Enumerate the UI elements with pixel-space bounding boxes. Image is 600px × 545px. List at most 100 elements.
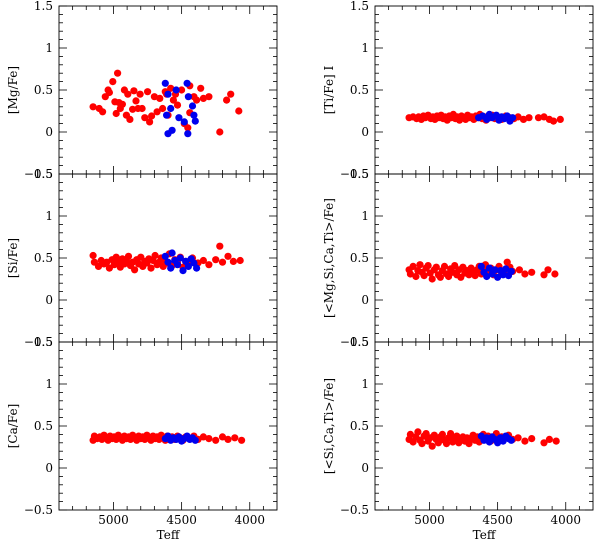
data-point-blue	[191, 117, 199, 125]
data-point-red	[406, 430, 414, 438]
data-point-red	[521, 437, 529, 445]
data-point-red	[199, 94, 207, 102]
data-point-red	[147, 264, 155, 272]
data-point-red	[105, 88, 113, 97]
panel-mg-fe: −0.5 0 0.5 1 1.5 [Mg/Fe]	[6, 0, 278, 181]
data-point-red	[199, 256, 207, 265]
data-point-red	[146, 118, 154, 126]
data-point-red	[156, 94, 164, 102]
data-point-red	[224, 435, 232, 443]
y-axis-label: [<Mg,Si,Ca,Ti>/Fe]	[322, 198, 336, 318]
data-point-blue	[164, 130, 172, 138]
data-point-blue	[161, 79, 169, 87]
y-tick-label: 0.5	[34, 83, 53, 97]
data-point-blue	[499, 271, 507, 279]
data-point-red	[428, 442, 436, 450]
y-axis-label: [<Si,Ca,Ti>/Fe]	[322, 378, 336, 474]
y-axis-label: [Ca/Fe]	[6, 404, 20, 449]
data-point-red	[144, 88, 152, 96]
data-point-red	[205, 93, 213, 101]
y-axis-label: [Ti/Fe] I	[322, 65, 336, 114]
y-tick-label: 0.5	[34, 419, 53, 433]
data-point-red	[418, 440, 426, 448]
data-point-red	[231, 434, 239, 442]
data-point-blue	[477, 262, 485, 270]
data-point-blue	[483, 272, 491, 281]
data-point-blue	[175, 114, 183, 122]
x-tick-label: 5000	[98, 513, 129, 527]
data-point-blue	[507, 436, 515, 444]
y-tick-label: 0.5	[34, 251, 53, 265]
data-point-red	[114, 69, 122, 77]
data-point-red	[438, 430, 446, 438]
data-point-blue	[184, 262, 192, 270]
y-tick-label: −0.5	[24, 503, 53, 517]
data-point-red	[424, 262, 432, 270]
data-point-red	[129, 105, 137, 113]
data-point-red	[132, 97, 140, 105]
data-point-blue	[176, 254, 184, 262]
x-tick-label: 4000	[234, 513, 265, 527]
y-tick-label: 0	[361, 125, 369, 139]
series-blue	[161, 432, 199, 445]
data-point-red	[89, 251, 97, 260]
data-point-red	[540, 271, 548, 279]
panel-mg-si-ca-ti-fe: −0.5 0 0.5 1 1.5 [<Mg,Si,Ca,Ti>/Fe]	[322, 167, 594, 349]
data-point-red	[545, 435, 554, 443]
data-point-red	[540, 439, 548, 447]
data-point-red	[519, 115, 528, 123]
y-tick-label: 1.5	[350, 167, 369, 181]
data-point-red	[99, 108, 107, 116]
data-point-red	[229, 257, 237, 265]
data-point-red	[124, 90, 132, 98]
data-point-red	[212, 436, 220, 444]
data-point-red	[197, 84, 205, 92]
data-point-red	[414, 428, 422, 436]
data-point-blue	[173, 261, 182, 269]
data-point-red	[528, 268, 536, 276]
data-point-red	[442, 440, 451, 448]
data-point-red	[109, 78, 117, 86]
panel-ca-fe: 5000 4500 4000 −0.5 0 0.5 1 1.5 [Ca/Fe] Teff	[6, 335, 278, 542]
data-point-red	[205, 435, 213, 443]
data-point-blue	[508, 114, 517, 122]
data-point-red	[515, 266, 524, 274]
data-point-red	[159, 104, 167, 113]
data-point-red	[150, 93, 158, 101]
series-red	[89, 69, 243, 136]
x-tick-label: 5000	[414, 513, 445, 527]
data-point-blue	[180, 118, 188, 126]
data-point-blue	[183, 79, 191, 87]
plot-frame	[374, 341, 594, 511]
data-point-red	[420, 272, 428, 280]
data-point-blue	[188, 102, 197, 110]
data-point-red	[551, 270, 559, 278]
data-point-red	[178, 86, 186, 94]
data-point-red	[471, 272, 479, 280]
data-point-blue	[494, 273, 502, 281]
series-blue	[477, 262, 515, 281]
x-axis-label: Teff	[473, 528, 497, 542]
data-point-red	[525, 114, 533, 122]
data-point-blue	[191, 436, 199, 444]
data-point-red	[205, 261, 213, 269]
data-point-red	[169, 96, 177, 104]
y-axis-label: [Si/Fe]	[6, 238, 20, 278]
data-point-blue	[485, 264, 493, 272]
y-tick-label: 0.5	[350, 83, 369, 97]
data-point-blue	[167, 264, 175, 272]
data-point-red	[556, 115, 564, 123]
data-point-blue	[179, 267, 187, 275]
y-tick-label: −0.5	[340, 503, 369, 517]
data-point-red	[514, 434, 522, 442]
y-tick-label: 1.5	[34, 0, 53, 13]
series-blue	[475, 110, 517, 125]
data-point-blue	[193, 264, 201, 272]
y-axis-label: [Mg/Fe]	[6, 66, 20, 114]
data-point-red	[167, 84, 175, 92]
series-red	[89, 242, 244, 274]
y-tick-label: −0.5	[24, 167, 53, 181]
data-point-red	[534, 114, 543, 122]
data-point-red	[212, 256, 220, 264]
